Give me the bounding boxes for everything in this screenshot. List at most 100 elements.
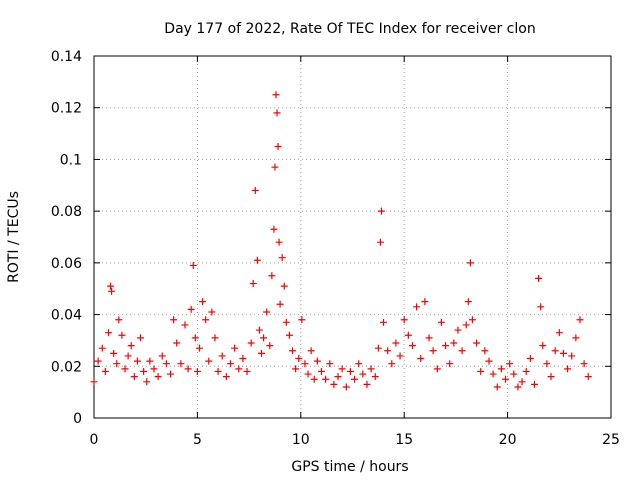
data-point [272, 91, 280, 99]
data-point [342, 383, 350, 391]
data-point [481, 347, 489, 355]
data-point [437, 318, 445, 326]
data-point [526, 355, 534, 363]
data-point [307, 347, 315, 355]
data-point [214, 367, 222, 375]
data-point [359, 370, 367, 378]
data-point [167, 370, 175, 378]
data-point [530, 380, 538, 388]
data-point [433, 365, 441, 373]
data-point [462, 321, 470, 329]
data-point [404, 331, 412, 339]
data-point [537, 303, 545, 311]
data-point [371, 373, 379, 381]
data-point [133, 357, 141, 365]
data-point [275, 238, 283, 246]
data-point [289, 347, 297, 355]
data-point [108, 287, 116, 295]
data-point [421, 298, 429, 306]
x-tick-label: 0 [90, 432, 99, 448]
data-point [518, 378, 526, 386]
data-point [255, 326, 263, 334]
x-tick-label: 15 [395, 432, 413, 448]
data-point [458, 347, 466, 355]
data-point [367, 365, 375, 373]
data-point [143, 378, 151, 386]
data-point [304, 370, 312, 378]
data-point [464, 298, 472, 306]
data-point [239, 355, 247, 363]
data-point [137, 334, 145, 342]
data-point [539, 342, 547, 350]
data-point [282, 318, 290, 326]
plot-frame [93, 55, 612, 419]
data-point [258, 349, 266, 357]
data-points [90, 91, 592, 391]
data-point [104, 329, 112, 337]
y-tick-label: 0.08 [51, 204, 82, 220]
data-point [226, 360, 234, 368]
data-point [384, 347, 392, 355]
data-point [555, 329, 563, 337]
data-point [273, 109, 281, 117]
data-point [450, 339, 458, 347]
x-tick-label: 5 [193, 432, 202, 448]
data-point [522, 367, 530, 375]
data-point [211, 334, 219, 342]
data-point [468, 316, 476, 324]
data-point [338, 365, 346, 373]
data-point [380, 318, 388, 326]
x-tick-label: 25 [602, 432, 620, 448]
data-point [429, 347, 437, 355]
data-point [466, 259, 474, 267]
data-point [506, 360, 514, 368]
data-point [376, 238, 384, 246]
data-point [292, 365, 300, 373]
data-point [301, 360, 309, 368]
data-point [266, 342, 274, 350]
data-point [576, 316, 584, 324]
data-point [124, 352, 132, 360]
y-tick-label: 0.04 [51, 308, 82, 324]
data-point [270, 225, 278, 233]
data-point [547, 373, 555, 381]
y-tick-label: 0 [73, 411, 82, 427]
data-point [392, 339, 400, 347]
data-point [243, 367, 251, 375]
data-point [400, 316, 408, 324]
data-point [502, 375, 510, 383]
data-point [351, 375, 359, 383]
data-point [485, 357, 493, 365]
data-point [202, 316, 210, 324]
data-point [559, 349, 567, 357]
data-point [473, 339, 481, 347]
data-point [162, 360, 170, 368]
data-point [278, 254, 286, 262]
y-axis-label: ROTI / TECUs [6, 191, 22, 283]
data-point [355, 360, 363, 368]
data-point [280, 282, 288, 290]
data-point [346, 367, 354, 375]
data-point [140, 367, 148, 375]
data-point [514, 383, 522, 391]
data-point [285, 331, 293, 339]
data-point [187, 305, 195, 313]
data-point [584, 373, 592, 381]
data-point [477, 367, 485, 375]
data-point [313, 357, 321, 365]
grid-lines [94, 56, 611, 418]
data-point [130, 373, 138, 381]
y-tick-label: 0.02 [51, 359, 82, 375]
x-axis-label: GPS time / hours [291, 459, 408, 475]
data-point [177, 360, 185, 368]
data-point [154, 373, 162, 381]
y-tick-label: 0.06 [51, 256, 82, 272]
x-tick-label: 10 [292, 432, 310, 448]
data-point [295, 355, 303, 363]
y-tick-label: 0.12 [51, 101, 82, 117]
data-point [564, 365, 572, 373]
data-point [193, 367, 201, 375]
data-point [205, 357, 213, 365]
